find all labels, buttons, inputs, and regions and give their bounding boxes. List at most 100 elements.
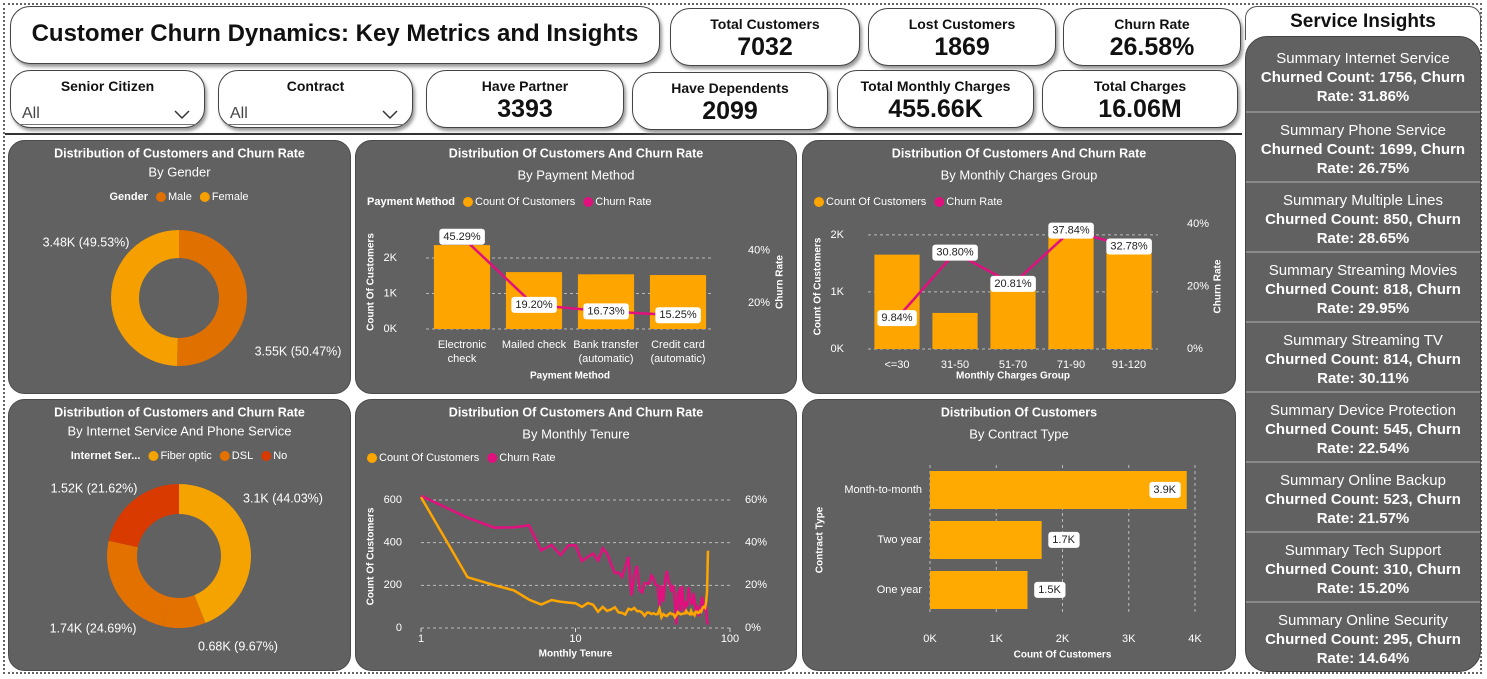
data-label-text: 30.80% <box>936 247 974 259</box>
bar <box>930 521 1042 559</box>
legend-label: Female <box>212 191 249 203</box>
slicer-dropdown[interactable]: All <box>227 102 404 125</box>
x-tick-label: 51-70 <box>998 359 1028 371</box>
axis-title: Count Of Customers <box>1014 650 1112 661</box>
x-tick-label: 71-90 <box>1056 359 1086 371</box>
insight-title: Summary Device Protection <box>1270 402 1456 419</box>
bar <box>930 471 1187 509</box>
separator <box>5 133 1242 135</box>
x-tick-label-box: Mailed check <box>502 339 566 351</box>
axis-title: Payment Method <box>530 371 610 382</box>
dropdown-chevron[interactable] <box>174 110 190 120</box>
legend-label: Fiber optic <box>160 450 212 462</box>
kpi-card: Have Partner 3393 <box>426 70 624 128</box>
data-label-text: 15.25% <box>659 309 697 321</box>
bar <box>932 312 978 349</box>
tick-label: 100 <box>721 633 739 645</box>
chart-panel: Distribution Of Customers And Churn Rate… <box>355 399 797 671</box>
insight-item: Summary Streaming Movies Churned Count: 8… <box>1246 251 1480 321</box>
insight-text: Churned Count: 545, Churn Rate: 22.54% <box>1265 421 1461 457</box>
slicer: Contract All <box>218 70 413 128</box>
insight-item: Summary Internet Service Churned Count: 1… <box>1246 41 1480 111</box>
tick-label: 20% <box>748 297 770 309</box>
legend-marker <box>367 453 377 463</box>
tick-label: 400 <box>384 537 402 549</box>
insight-text: Churned Count: 1699, Churn Rate: 26.75% <box>1260 141 1466 177</box>
insight-item: Summary Multiple Lines Churned Count: 850… <box>1246 181 1480 251</box>
kpi-value: 26.58% <box>1109 33 1195 61</box>
kpi-label: Total Charges <box>1093 78 1187 94</box>
tick-label: 200 <box>384 579 402 591</box>
x-tick-label-box: Electronic check <box>438 339 486 365</box>
tick-label: 10 <box>569 633 581 645</box>
data-label: 1.7K <box>1048 531 1080 548</box>
chart-panel: Distribution Of Customers And Churn Rate… <box>355 140 797 394</box>
insight-item: Summary Streaming TV Churned Count: 814, … <box>1246 321 1480 391</box>
data-label-text: 37.84% <box>1052 225 1090 237</box>
slicer-label: Contract <box>286 78 345 94</box>
axis-title: Churn Rate <box>1213 259 1224 313</box>
slice-label: 1.52K (21.62%) <box>51 481 138 495</box>
data-label: 30.80% <box>932 244 978 261</box>
tick-label: 3K <box>1122 633 1136 645</box>
kpi-card: Lost Customers 1869 <box>868 8 1056 66</box>
tick-label: 1 <box>418 633 424 645</box>
slicer-dropdown[interactable]: All <box>19 102 196 125</box>
insight-item: Summary Online Security Churned Count: 29… <box>1246 601 1480 671</box>
x-tick-label-box: 51-70 <box>998 359 1028 371</box>
line <box>420 494 710 625</box>
slice-label: 3.48K (49.53%) <box>43 235 130 249</box>
insight-item: Summary Phone Service Churned Count: 1699… <box>1246 111 1480 181</box>
legend-marker <box>219 451 230 461</box>
insight-title: Summary Internet Service <box>1276 50 1450 67</box>
slice-label: 3.55K (50.47%) <box>255 344 342 358</box>
data-label-box <box>583 303 629 320</box>
insight-text: Churned Count: 523, Churn Rate: 21.57% <box>1265 491 1461 527</box>
insight-title: Summary Multiple Lines <box>1282 192 1444 209</box>
chart-subtitle: By Monthly Tenure <box>522 426 629 441</box>
kpi-label: Total Customers <box>710 16 820 32</box>
chart-subtitle: By Payment Method <box>517 167 634 182</box>
chart-subtitle: By Contract Type <box>969 426 1068 441</box>
bar <box>433 245 491 329</box>
legend-label: DSL <box>232 450 253 462</box>
legend-marker <box>261 451 272 461</box>
tick-label: 60% <box>745 494 767 506</box>
bar <box>930 571 1028 609</box>
data-label-box <box>877 310 917 327</box>
insight-text: Churned Count: 295, Churn Rate: 14.64% <box>1265 631 1461 667</box>
data-label: 45.29% <box>439 228 485 245</box>
dashboard-title: Customer Churn Dynamics: Key Metrics and… <box>10 6 660 64</box>
x-tick-label: 91-120 <box>1111 359 1147 371</box>
kpi-label: Have Partner <box>481 78 569 94</box>
data-label-text: 1.5K <box>1038 584 1061 596</box>
data-label-text: 20.81% <box>994 278 1032 290</box>
data-label: 32.78% <box>1106 238 1152 255</box>
axis-title: Count Of Customers <box>813 237 824 335</box>
data-label-box <box>439 228 485 245</box>
panel-background <box>8 140 351 394</box>
x-tick-label-box: 71-90 <box>1056 359 1086 371</box>
data-label-text: 9.84% <box>881 312 912 324</box>
dropdown-chevron[interactable] <box>382 110 398 120</box>
data-label-text: 3.9K <box>1153 484 1176 496</box>
tick-label: 2K <box>1056 633 1070 645</box>
slicer: Senior Citizen All <box>10 70 205 128</box>
legend-marker <box>155 192 166 202</box>
legend-marker <box>583 197 594 207</box>
chart-title: Distribution Of Customers <box>941 405 1097 419</box>
chart-panel: Distribution Of Customers By Contract Typ… <box>802 399 1236 671</box>
chart-subtitle: By Internet Service And Phone Service <box>67 423 291 438</box>
kpi-value: 16.06M <box>1098 95 1182 123</box>
tick-label: 4K <box>1188 633 1202 645</box>
bar <box>577 274 635 329</box>
insight-title: Summary Online Backup <box>1280 472 1446 489</box>
chart-subtitle: By Monthly Charges Group <box>941 167 1098 182</box>
data-label: 9.84% <box>877 310 917 327</box>
x-tick-label-box: Bank transfer (automatic) <box>573 339 638 365</box>
legend-label: Churn Rate <box>499 452 555 464</box>
legend-label: Count Of Customers <box>379 452 480 464</box>
frame <box>3 3 1482 674</box>
chart-title: Distribution of Customers and Churn Rate <box>54 146 305 160</box>
tick-label: 0K <box>923 633 937 645</box>
